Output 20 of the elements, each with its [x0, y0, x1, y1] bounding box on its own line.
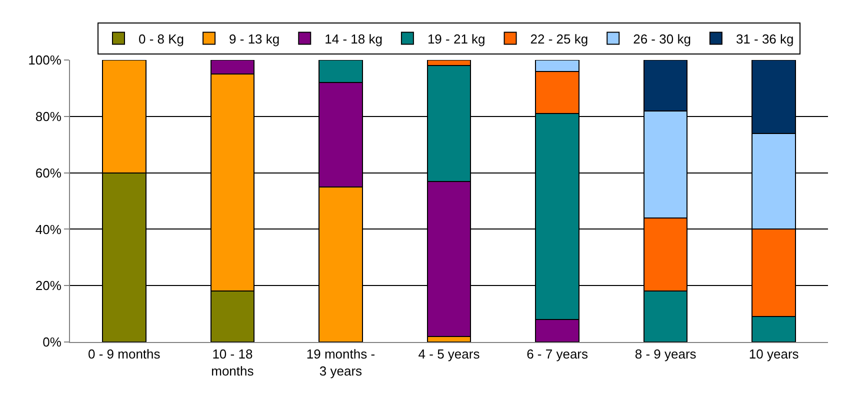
legend-label: 22 - 25 kg	[530, 31, 588, 46]
x-tick-label: 8 - 9 years	[634, 346, 697, 362]
y-tick-label: 20%	[35, 278, 62, 294]
x-tick-label: 10 - 18 months	[211, 346, 254, 378]
y-tick-label: 60%	[35, 165, 62, 180]
x-tick-label: 6 - 7 years	[526, 346, 588, 362]
legend-label: 26 - 30 kg	[633, 31, 691, 46]
x-tick-label: 0 - 9 months	[88, 346, 161, 362]
legend-label: 14 - 18 kg	[324, 31, 382, 46]
y-tick-label: 40%	[35, 222, 62, 237]
y-tick-label: 80%	[35, 108, 62, 124]
legend-label: 19 - 21 kg	[427, 31, 486, 46]
x-tick-label: 19 months - 3 years	[306, 346, 376, 378]
legend-label: 31 - 36 kg	[736, 31, 794, 46]
x-tick-label: 4 - 5 years	[418, 346, 480, 362]
legend-label: 9 - 13 kg	[229, 31, 280, 46]
y-tick-label: 0%	[42, 334, 62, 350]
y-tick-label: 100%	[28, 52, 62, 68]
legend-label: 0 - 8 Kg	[138, 31, 184, 46]
x-tick-label: 10 years	[748, 346, 800, 362]
